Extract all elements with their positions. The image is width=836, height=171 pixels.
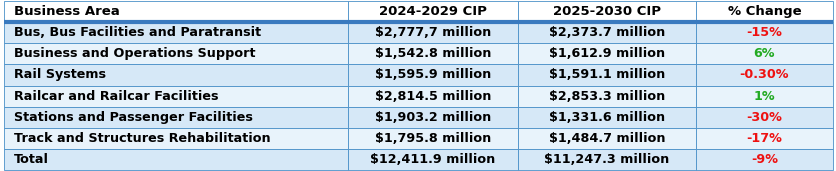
Text: % Change: % Change xyxy=(726,5,800,18)
Text: Stations and Passenger Facilities: Stations and Passenger Facilities xyxy=(14,111,252,124)
Text: $1,542.8 million: $1,542.8 million xyxy=(375,47,491,60)
Bar xyxy=(4,128,348,149)
Bar xyxy=(348,86,517,107)
Bar xyxy=(517,107,696,128)
Bar xyxy=(696,22,832,43)
Text: -0.30%: -0.30% xyxy=(739,68,788,81)
Text: $1,612.9 million: $1,612.9 million xyxy=(548,47,665,60)
Text: 2024-2029 CIP: 2024-2029 CIP xyxy=(379,5,487,18)
Bar xyxy=(348,128,517,149)
Bar xyxy=(517,43,696,64)
Bar xyxy=(696,107,832,128)
Bar xyxy=(517,1,696,22)
Bar xyxy=(4,64,348,86)
Bar xyxy=(517,128,696,149)
Bar xyxy=(348,107,517,128)
Text: $2,373.7 million: $2,373.7 million xyxy=(548,26,665,39)
Text: $1,795.8 million: $1,795.8 million xyxy=(375,132,491,145)
Text: Business and Operations Support: Business and Operations Support xyxy=(14,47,256,60)
Text: $1,595.9 million: $1,595.9 million xyxy=(375,68,491,81)
Bar xyxy=(348,149,517,170)
Text: -15%: -15% xyxy=(746,26,782,39)
Text: Railcar and Railcar Facilities: Railcar and Railcar Facilities xyxy=(14,90,218,103)
Bar xyxy=(696,149,832,170)
Bar xyxy=(517,64,696,86)
Text: $1,903.2 million: $1,903.2 million xyxy=(375,111,491,124)
Bar xyxy=(696,1,832,22)
Text: Track and Structures Rehabilitation: Track and Structures Rehabilitation xyxy=(14,132,271,145)
Text: $1,331.6 million: $1,331.6 million xyxy=(548,111,665,124)
Bar xyxy=(696,128,832,149)
Text: $11,247.3 million: $11,247.3 million xyxy=(543,153,669,166)
Bar xyxy=(348,22,517,43)
Bar xyxy=(4,43,348,64)
Bar xyxy=(696,43,832,64)
Text: $2,853.3 million: $2,853.3 million xyxy=(548,90,665,103)
Bar xyxy=(517,149,696,170)
Bar xyxy=(348,64,517,86)
Text: Business Area: Business Area xyxy=(14,5,120,18)
Text: Rail Systems: Rail Systems xyxy=(14,68,106,81)
Text: $12,411.9 million: $12,411.9 million xyxy=(370,153,495,166)
Bar xyxy=(517,86,696,107)
Bar xyxy=(4,107,348,128)
Bar xyxy=(348,1,517,22)
Bar xyxy=(696,64,832,86)
Bar xyxy=(4,86,348,107)
Text: -9%: -9% xyxy=(750,153,777,166)
Bar xyxy=(4,22,348,43)
Bar xyxy=(348,43,517,64)
Bar xyxy=(4,1,348,22)
Text: -30%: -30% xyxy=(746,111,782,124)
Bar xyxy=(517,22,696,43)
Text: $1,591.1 million: $1,591.1 million xyxy=(548,68,665,81)
Text: $1,484.7 million: $1,484.7 million xyxy=(548,132,665,145)
Bar xyxy=(4,149,348,170)
Text: 2025-2030 CIP: 2025-2030 CIP xyxy=(553,5,660,18)
Text: Total: Total xyxy=(14,153,49,166)
Bar xyxy=(696,86,832,107)
Text: 6%: 6% xyxy=(752,47,774,60)
Text: $2,814.5 million: $2,814.5 million xyxy=(375,90,491,103)
Text: $2,777,7 million: $2,777,7 million xyxy=(375,26,491,39)
Text: Bus, Bus Facilities and Paratransit: Bus, Bus Facilities and Paratransit xyxy=(14,26,261,39)
Text: -17%: -17% xyxy=(746,132,782,145)
Text: 1%: 1% xyxy=(752,90,774,103)
